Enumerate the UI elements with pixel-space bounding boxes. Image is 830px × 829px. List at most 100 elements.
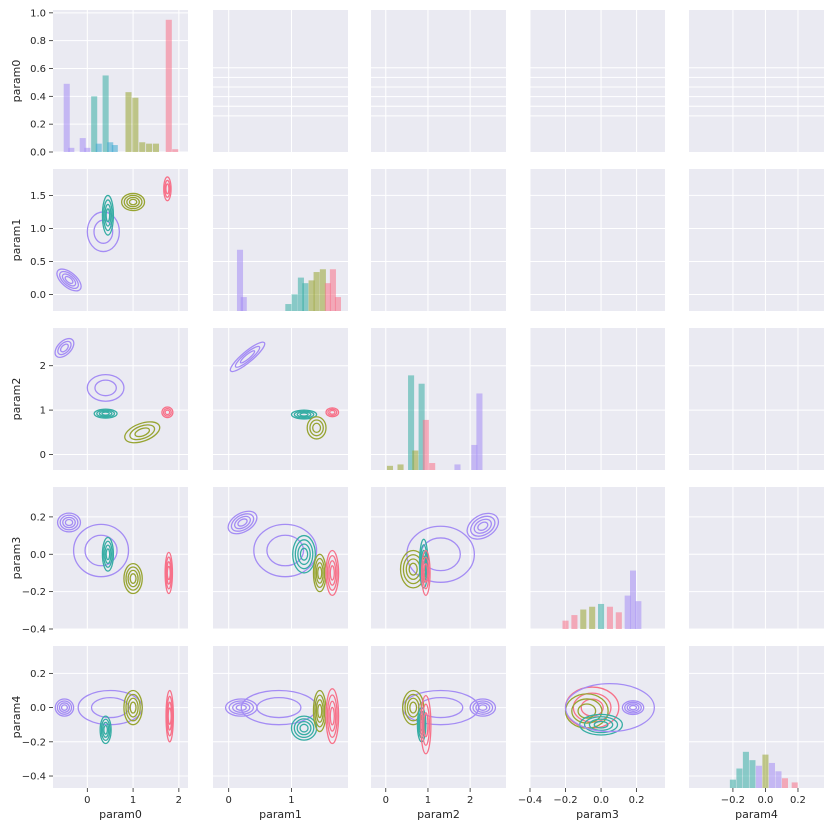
y-tick-label: 2 [40, 361, 46, 372]
kde-contour [326, 694, 338, 738]
panel-param3-param1 [213, 487, 348, 630]
x-axis-label-param0: param0 [99, 808, 142, 821]
kde-contour [165, 689, 175, 743]
kde-contour [84, 534, 118, 567]
kde-contour [72, 523, 130, 578]
kde-contour [315, 562, 324, 584]
panel-param3-param3 [529, 487, 665, 630]
y-tick-label: 0 [40, 450, 46, 461]
kde-contour [103, 540, 113, 568]
histogram-bar [471, 444, 478, 470]
histogram-param4 [729, 751, 798, 788]
kde-contour [59, 270, 80, 290]
histogram-bar [736, 768, 743, 788]
kde-contour [266, 534, 305, 567]
y-axis-label-param1: param1 [10, 219, 23, 262]
x-tick-label: −0.4 [518, 795, 542, 806]
panel-param2-param4 [689, 328, 824, 470]
panel-param3-param2 [371, 487, 506, 630]
kde-param0-param4 [54, 689, 175, 745]
histogram-bar [107, 142, 114, 152]
kde-contour [406, 697, 420, 718]
kde-contour [420, 694, 432, 755]
panel-background [53, 487, 188, 629]
kde-contour [123, 194, 143, 210]
kde-contour [237, 518, 248, 527]
kde-contour [317, 566, 323, 580]
kde-param1-param2 [229, 341, 340, 440]
panel-background [530, 487, 665, 629]
kde-contour [306, 416, 327, 440]
y-axis-label-param3: param3 [10, 537, 23, 580]
kde-param1-param3 [227, 510, 340, 597]
kde-contour [234, 345, 261, 368]
histogram-bar [775, 771, 782, 788]
kde-contour [423, 563, 429, 583]
histogram-bar [111, 145, 118, 152]
y-axis-param1: 0.0 0.5 1.0 1.5 param1 [10, 191, 53, 301]
kde-contour [315, 699, 324, 723]
kde-contour [325, 407, 340, 418]
kde-contour [583, 716, 619, 734]
kde-contour [129, 424, 156, 441]
kde-param2-param3 [399, 512, 500, 597]
y-axis-label-param2: param2 [10, 378, 23, 421]
x-axis-label-param3: param3 [576, 808, 619, 821]
kde-contour [105, 208, 111, 223]
panel-param1-param3 [529, 169, 665, 311]
kde-contour [229, 341, 266, 373]
kde-contour [329, 706, 335, 726]
histogram-bar [313, 272, 320, 311]
panel-param1-param4 [689, 169, 824, 311]
kde-contour [626, 703, 640, 712]
kde-contour [103, 199, 113, 232]
x-tick-label: −0.2 [721, 795, 745, 806]
kde-contour [64, 275, 74, 285]
panel-param0-param3 [529, 10, 665, 152]
kde-contour [161, 406, 174, 419]
kde-contour [299, 547, 309, 561]
kde-contour [328, 700, 337, 732]
histogram-bar [152, 143, 160, 152]
kde-param1-param4 [224, 688, 340, 745]
y-tick-label: 0.0 [30, 703, 46, 714]
histogram-bar [386, 465, 394, 470]
histogram-bar [125, 92, 132, 152]
panel-background [689, 328, 824, 470]
y-tick-label: −0.2 [22, 737, 46, 748]
panel-param1-param2 [371, 169, 506, 311]
kde-contour [571, 698, 603, 724]
kde-contour [165, 183, 170, 195]
histogram-bar [79, 138, 86, 152]
kde-contour [127, 569, 139, 588]
y-axis-param0: 0.0 0.2 0.4 0.6 0.8 1.0 param0 [10, 8, 53, 159]
x-tick-label: 0.0 [593, 795, 609, 806]
kde-contour [56, 512, 82, 533]
histogram-bar [102, 75, 109, 152]
histogram-bar [589, 606, 596, 629]
y-tick-label: 0.5 [30, 257, 46, 268]
histogram-bar [68, 147, 75, 152]
panel-param1-param0 [53, 169, 188, 311]
kde-contour [64, 518, 74, 527]
kde-contour [312, 422, 322, 434]
kde-contour [314, 694, 326, 728]
panel-background [53, 169, 188, 311]
kde-contour [126, 196, 140, 208]
kde-contour [60, 704, 69, 711]
histogram-bar [297, 277, 304, 311]
kde-contour [165, 556, 173, 590]
histogram-bar [146, 143, 153, 152]
kde-contour [406, 525, 476, 583]
kde-contour [409, 701, 418, 714]
panel-background [371, 10, 506, 152]
kde-contour [292, 534, 316, 574]
kde-contour [293, 410, 315, 419]
histogram-bar [418, 383, 425, 470]
panel-background [213, 487, 348, 629]
y-tick-label: 0.0 [30, 148, 46, 159]
histogram-bar [755, 765, 762, 788]
panel-param0-param1 [213, 10, 348, 152]
kde-contour [58, 702, 71, 713]
